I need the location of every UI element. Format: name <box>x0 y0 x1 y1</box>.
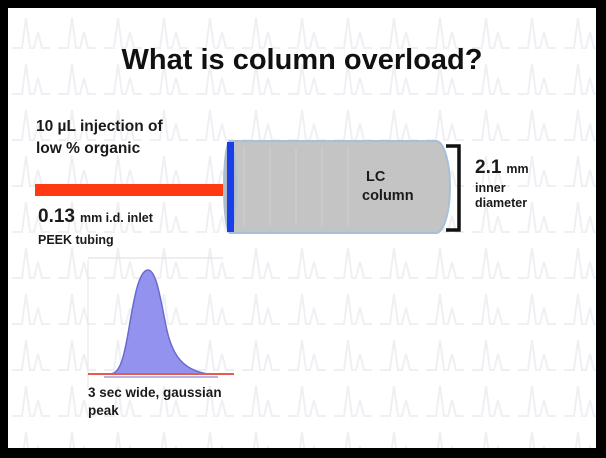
gaussian-peak <box>109 269 209 375</box>
slide-title: What is column overload? <box>121 44 483 76</box>
tubing-id-unit: mm i.d. inlet <box>79 211 153 225</box>
column-label-line1: LC <box>366 169 386 185</box>
peak-caption: 3 sec wide, gaussian peak <box>88 384 222 420</box>
column-frit <box>227 142 234 232</box>
peak-caption-line2: peak <box>88 403 119 418</box>
slide: What is column overload? 10 µL injection… <box>8 8 596 448</box>
tubing-material-label: PEEK tubing <box>38 233 114 247</box>
diameter-description-line1: inner <box>475 181 506 195</box>
column-stripes <box>243 148 349 226</box>
diameter-unit: mm <box>506 162 529 176</box>
diameter-description: inner diameter <box>475 181 527 211</box>
injection-label: 10 µL injection of low % organic <box>36 116 163 160</box>
diameter-bracket <box>446 144 461 232</box>
tubing-id-value: 0.13 <box>38 206 75 227</box>
peak-caption-line1: 3 sec wide, gaussian <box>88 385 222 400</box>
injection-label-line1: 10 µL injection of <box>36 118 163 135</box>
tubing-id-label: 0.13 mm i.d. inlet <box>38 206 153 228</box>
diameter-label: 2.1 mm <box>475 157 529 179</box>
column-label-line2: column <box>362 188 414 204</box>
diagram-art <box>35 140 461 388</box>
column-label: LC column <box>362 168 446 206</box>
inlet-tubing <box>35 184 223 196</box>
injection-label-line2: low % organic <box>36 140 141 157</box>
diameter-description-line2: diameter <box>475 196 528 210</box>
column-body <box>229 140 451 234</box>
diameter-value: 2.1 <box>475 157 502 178</box>
